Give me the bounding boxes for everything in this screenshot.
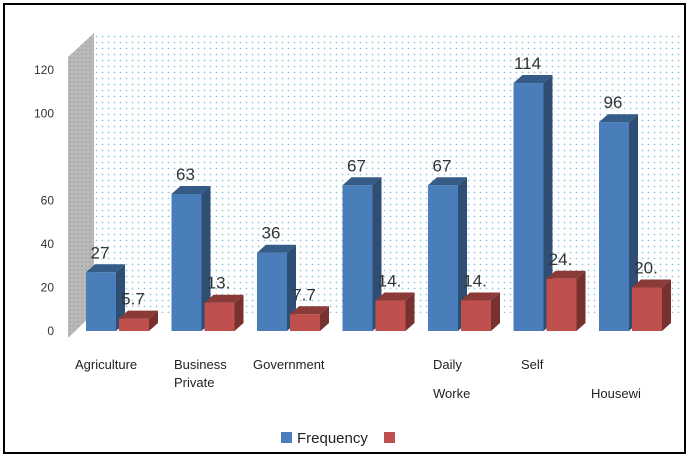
data-label: 20. (634, 259, 658, 278)
x-category-label: Private (174, 375, 214, 390)
y-tick-label: 40 (41, 237, 55, 251)
data-label: 63 (176, 165, 195, 184)
bar (290, 306, 329, 331)
y-tick-label: 120 (34, 63, 54, 77)
data-label: 7.7 (292, 285, 316, 304)
bar-front (547, 279, 577, 331)
data-label: 24. (549, 250, 573, 269)
x-category-label: Worke (433, 386, 470, 401)
bar-front (119, 319, 149, 331)
bar-front (632, 288, 662, 332)
bar-front (343, 185, 373, 331)
x-category-label: Government (253, 357, 325, 372)
legend-swatch-series-2 (384, 432, 395, 443)
bar (376, 293, 415, 331)
chart-frame: 0 20 40 60 100 120 27 5.7 63 13. 36 7.7 67 14. 67 14. 1… (3, 3, 686, 454)
data-label: 27 (91, 243, 110, 262)
bar-front (257, 253, 287, 331)
bar-front (86, 272, 116, 331)
bar (461, 293, 500, 331)
bar-chart: 0 20 40 60 100 120 27 5.7 63 13. 36 7.7 67 14. 67 14. 1… (5, 5, 688, 456)
bar-front (172, 194, 202, 331)
x-category-label: Housewi (591, 386, 641, 401)
y-axis: 0 20 40 60 100 120 (34, 63, 54, 338)
bar-front (461, 301, 491, 331)
bar-front (290, 314, 320, 331)
data-label: 96 (604, 93, 623, 112)
x-category-label: Agriculture (75, 357, 137, 372)
y-tick-label: 20 (41, 281, 55, 295)
bar-front (376, 301, 406, 331)
bar (632, 280, 671, 332)
data-label: 67 (433, 156, 452, 175)
bar-front (514, 83, 544, 331)
bar-side (662, 280, 671, 332)
y-tick-label: 100 (34, 107, 54, 121)
bar-front (428, 185, 458, 331)
legend: Frequency (281, 430, 395, 447)
legend-label-frequency: Frequency (297, 430, 368, 447)
legend-swatch-frequency (281, 432, 292, 443)
data-label: 67 (347, 156, 366, 175)
data-label: 114 (514, 54, 541, 73)
data-label: 5.7 (121, 290, 145, 309)
data-label: 14. (463, 272, 487, 291)
data-label: 36 (262, 224, 281, 243)
data-label: 13. (207, 274, 231, 293)
x-category-label: Daily (433, 357, 462, 372)
x-category-label: Self (521, 357, 544, 372)
data-label: 14. (378, 272, 402, 291)
x-axis: Agriculture Business Private Government Dail… (75, 357, 641, 401)
bar-front (599, 122, 629, 331)
bar (119, 311, 158, 331)
bar (547, 271, 586, 331)
x-category-label: Business (174, 357, 227, 372)
y-tick-label: 60 (41, 194, 55, 208)
bar-side (577, 271, 586, 331)
bar-front (205, 303, 235, 331)
bar (205, 295, 244, 331)
y-tick-label: 0 (47, 324, 54, 338)
